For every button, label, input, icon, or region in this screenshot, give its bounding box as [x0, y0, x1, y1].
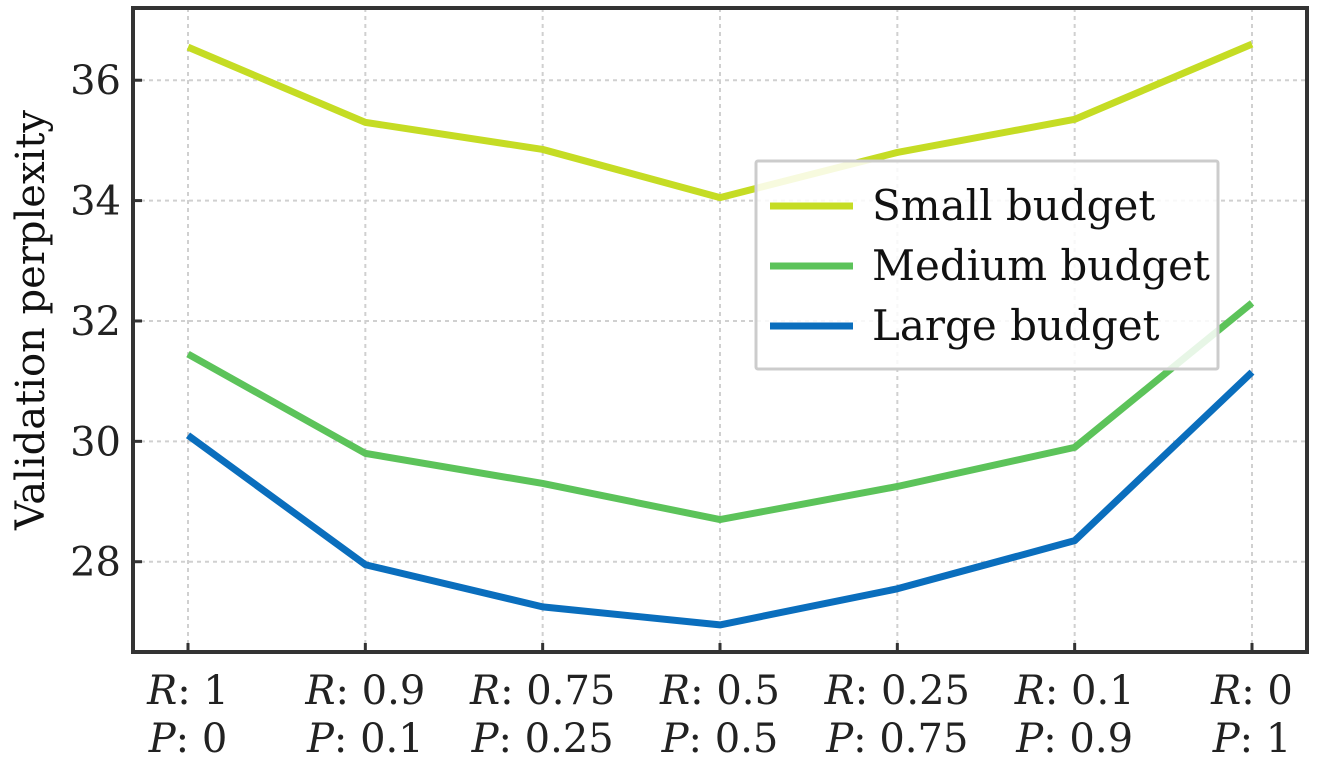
x-tick-label-r: R: 0.9: [304, 668, 425, 714]
series-line-small-budget: [186, 40, 1254, 202]
x-tick-label-r: R: 0.1: [1014, 668, 1135, 714]
x-tick-label-p: P: 0.9: [1015, 716, 1133, 762]
y-tick-label: 36: [70, 58, 121, 104]
series-line-medium-budget: [186, 300, 1255, 524]
x-tick-label-p: P: 0.1: [306, 716, 424, 762]
x-tick-label-r: R: 1: [146, 668, 229, 714]
legend-label-large-budget: Large budget: [872, 301, 1160, 350]
y-tick-labels: 28 30 32 34 36: [70, 58, 121, 585]
legend-label-small-budget: Small budget: [872, 181, 1155, 230]
series-line-large-budget: [185, 369, 1255, 629]
x-tick-label-p: P: 0.75: [825, 716, 968, 762]
y-tick-label: 30: [70, 419, 121, 465]
x-tick-label-r: R: 0.5: [659, 668, 780, 714]
x-tick-label-r: R: 0.75: [469, 668, 615, 714]
y-axis-label: Validation perplexity: [8, 110, 54, 531]
x-tick-label-r: R: 0.25: [824, 668, 970, 714]
x-tick-label-p: P: 0.25: [471, 716, 614, 762]
x-tick-label-r: R: 0: [1210, 668, 1293, 714]
axis-ticks: [133, 78, 1254, 652]
x-tick-label-p: P: 1: [1212, 716, 1292, 762]
legend-box: [754, 159, 1220, 371]
grid: [133, 8, 1307, 652]
series-lines: [185, 40, 1255, 629]
x-tick-labels: R: 1P: 0 R: 0.9P: 0.1 R: 0.75P: 0.25 R: 0.5…: [146, 668, 1293, 762]
legend-label-medium-budget: Medium budget: [872, 241, 1210, 290]
y-tick-label: 28: [70, 540, 121, 586]
x-tick-label-p: P: 0: [148, 716, 228, 762]
legend: Small budget Medium budget Large budget: [754, 159, 1220, 371]
x-tick-label-p: P: 0.5: [661, 716, 779, 762]
y-tick-label: 32: [70, 299, 121, 345]
y-tick-label: 34: [70, 179, 121, 225]
